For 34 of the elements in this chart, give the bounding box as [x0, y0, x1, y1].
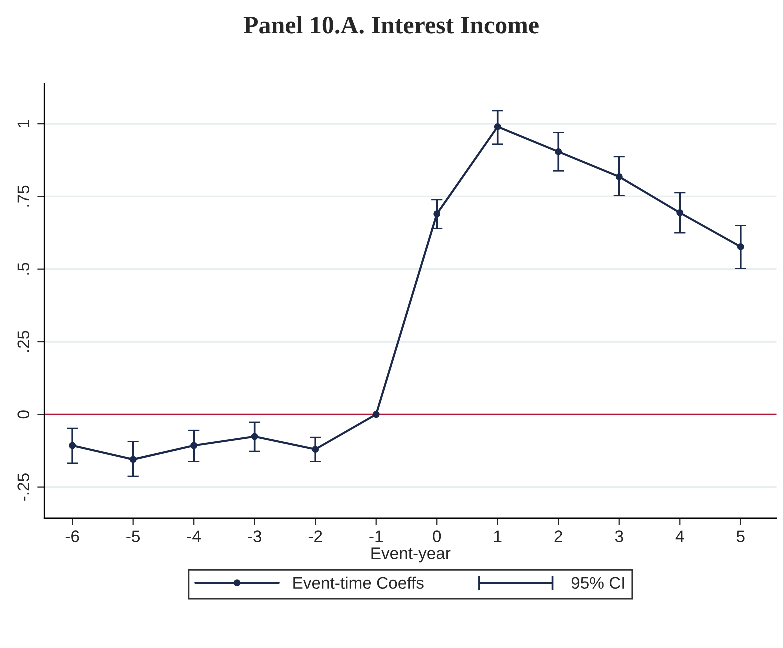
text: Event-time Coeffs [294, 576, 424, 590]
x-tick-label: -6 [66, 530, 80, 542]
point [251, 433, 258, 440]
y-tick-label: .25 [18, 331, 30, 352]
x-tick-label: -3 [248, 530, 262, 542]
point [190, 442, 198, 450]
point [616, 173, 623, 180]
x-tick-label: -5 [126, 530, 140, 542]
y-tick-label: 1 [18, 120, 30, 128]
chart-title: Panel 10.A. Interest Income [244, 16, 539, 34]
point [372, 411, 380, 418]
point [69, 442, 76, 450]
point [737, 244, 744, 250]
point [434, 210, 441, 218]
x-tick-label: 5 [736, 530, 745, 542]
x-tick-label: -4 [187, 530, 202, 542]
x-tick-label: 4 [676, 530, 684, 542]
x-tick-label: 1 [494, 530, 502, 542]
point [130, 456, 137, 464]
x-tick-label: 3 [615, 530, 624, 542]
point [676, 210, 684, 216]
text: 95% CI [572, 577, 624, 590]
x-tick-label: 0 [433, 530, 442, 542]
y-tick-label: 0 [18, 410, 30, 419]
y-tick-label: .75 [18, 186, 30, 207]
point [494, 123, 502, 130]
x-tick-label: -2 [308, 530, 322, 542]
point [555, 148, 562, 156]
x-axis-title: Event-year [372, 548, 451, 563]
x-tick-label: -1 [370, 530, 383, 542]
y-tick-label: .5 [18, 263, 30, 275]
y-tick-label: -.25 [18, 474, 30, 501]
point [312, 446, 320, 453]
x-tick-label: 2 [554, 530, 562, 542]
